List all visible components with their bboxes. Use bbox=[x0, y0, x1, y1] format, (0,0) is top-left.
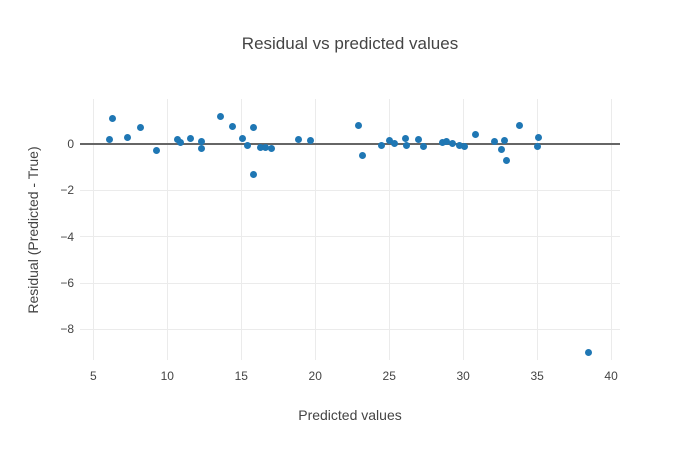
x-gridline bbox=[462, 99, 464, 360]
scatter-point[interactable] bbox=[239, 134, 247, 142]
x-tick-label: 30 bbox=[456, 369, 470, 383]
scatter-point[interactable] bbox=[461, 143, 469, 151]
scatter-point[interactable] bbox=[250, 124, 258, 132]
scatter-point[interactable] bbox=[123, 133, 131, 141]
plot-area[interactable] bbox=[80, 99, 620, 360]
scatter-point[interactable] bbox=[585, 349, 593, 357]
x-axis-title: Predicted values bbox=[298, 407, 402, 423]
x-gridline bbox=[610, 99, 612, 360]
scatter-point[interactable] bbox=[354, 121, 362, 129]
x-gridline bbox=[166, 99, 168, 360]
scatter-point[interactable] bbox=[217, 112, 225, 120]
y-gridline bbox=[80, 236, 620, 238]
scatter-point[interactable] bbox=[244, 141, 252, 149]
scatter-point[interactable] bbox=[415, 135, 423, 143]
scatter-point[interactable] bbox=[533, 142, 541, 150]
scatter-point[interactable] bbox=[256, 143, 264, 151]
x-gridline bbox=[92, 99, 94, 360]
scatter-point[interactable] bbox=[197, 138, 205, 146]
x-tick-label: 10 bbox=[160, 369, 174, 383]
x-gridline bbox=[388, 99, 390, 360]
scatter-point[interactable] bbox=[419, 143, 427, 151]
scatter-point[interactable] bbox=[228, 123, 236, 131]
x-tick-label: 5 bbox=[89, 369, 97, 383]
scatter-point[interactable] bbox=[515, 121, 523, 129]
scatter-point[interactable] bbox=[177, 139, 185, 147]
scatter-point[interactable] bbox=[385, 137, 393, 145]
scatter-point[interactable] bbox=[390, 140, 398, 148]
y-gridline bbox=[80, 189, 620, 191]
scatter-point[interactable] bbox=[137, 124, 145, 132]
scatter-point[interactable] bbox=[262, 143, 270, 151]
scatter-point[interactable] bbox=[187, 134, 195, 142]
scatter-point[interactable] bbox=[401, 134, 409, 142]
x-gridline bbox=[240, 99, 242, 360]
scatter-point[interactable] bbox=[535, 133, 543, 141]
y-gridline bbox=[80, 328, 620, 330]
scatter-point[interactable] bbox=[502, 156, 510, 164]
scatter-point[interactable] bbox=[490, 138, 498, 146]
scatter-point[interactable] bbox=[443, 138, 451, 146]
scatter-point[interactable] bbox=[307, 136, 315, 144]
y-tick-label: 0 bbox=[67, 136, 74, 151]
chart-title: Residual vs predicted values bbox=[241, 34, 459, 53]
scatter-point[interactable] bbox=[438, 138, 446, 146]
x-tick-label: 15 bbox=[234, 369, 248, 383]
scatter-point[interactable] bbox=[501, 136, 509, 144]
scatter-point[interactable] bbox=[471, 131, 479, 139]
y-tick-label: −4 bbox=[60, 229, 74, 244]
y-tick-label: −8 bbox=[60, 322, 74, 337]
scatter-point[interactable] bbox=[197, 145, 205, 153]
scatter-point[interactable] bbox=[295, 135, 303, 143]
scatter-point[interactable] bbox=[498, 146, 506, 154]
scatter-point[interactable] bbox=[403, 141, 411, 149]
x-tick-label: 20 bbox=[308, 369, 322, 383]
x-gridline bbox=[314, 99, 316, 360]
x-tick-label: 25 bbox=[382, 369, 396, 383]
y-tick-label: −2 bbox=[60, 183, 74, 198]
x-tick-label: 40 bbox=[604, 369, 618, 383]
scatter-point[interactable] bbox=[109, 114, 117, 122]
scatter-point[interactable] bbox=[153, 147, 161, 155]
y-tick-label: −6 bbox=[60, 276, 74, 291]
scatter-point[interactable] bbox=[359, 152, 367, 160]
scatter-point[interactable] bbox=[378, 142, 386, 150]
scatter-point[interactable] bbox=[268, 145, 276, 153]
x-gridline bbox=[536, 99, 538, 360]
y-gridline bbox=[80, 282, 620, 284]
x-tick-label: 35 bbox=[530, 369, 544, 383]
zero-line bbox=[80, 142, 620, 145]
scatter-point[interactable] bbox=[449, 139, 457, 147]
scatter-point[interactable] bbox=[455, 142, 463, 150]
scatter-point[interactable] bbox=[249, 170, 257, 178]
scatter-point[interactable] bbox=[106, 135, 114, 143]
